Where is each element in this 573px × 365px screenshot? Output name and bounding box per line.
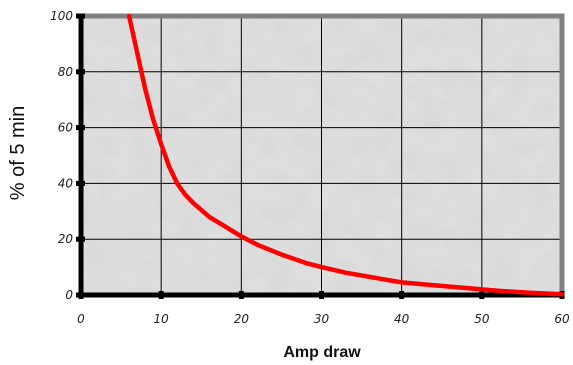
- y-tick-label: 40: [58, 176, 74, 190]
- grid: [81, 16, 562, 295]
- x-tick-label: 10: [154, 312, 170, 326]
- x-tick-label: 60: [554, 312, 570, 326]
- y-tick-label: 0: [65, 288, 73, 302]
- plot-area: [78, 13, 565, 298]
- series-layer: [126, 13, 565, 297]
- x-tick-label: 50: [474, 312, 490, 326]
- x-tick-label: 30: [314, 312, 330, 326]
- x-tick-label: 40: [394, 312, 410, 326]
- y-tick-label: 20: [58, 232, 74, 246]
- tick-labels: 0 10 20 30 40 50 60 0 20 40 60 80 100: [50, 9, 570, 326]
- x-axis-title: Amp draw: [283, 344, 361, 361]
- x-tick-label: 20: [234, 312, 250, 326]
- y-tick-label: 80: [58, 65, 74, 79]
- y-tick-label: 100: [50, 9, 73, 23]
- x-tick-label: 0: [77, 312, 85, 326]
- y-tick-label: 60: [58, 121, 74, 135]
- y-axis-title: % of 5 min: [7, 106, 29, 200]
- series-line: [126, 13, 565, 297]
